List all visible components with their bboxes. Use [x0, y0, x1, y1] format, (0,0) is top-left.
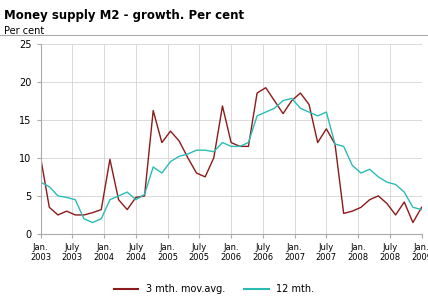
12 mth. [306, 110, 312, 114]
3 mth. mov.avg. [410, 221, 416, 224]
12 mth. [402, 190, 407, 194]
12 mth. [38, 180, 43, 184]
3 mth. mov.avg. [289, 99, 294, 103]
12 mth. [358, 171, 363, 175]
Line: 12 mth.: 12 mth. [41, 98, 422, 223]
12 mth. [125, 190, 130, 194]
3 mth. mov.avg. [202, 175, 208, 178]
3 mth. mov.avg. [246, 145, 251, 148]
3 mth. mov.avg. [116, 198, 121, 202]
12 mth. [315, 114, 320, 118]
3 mth. mov.avg. [64, 209, 69, 213]
12 mth. [384, 180, 389, 184]
12 mth. [151, 165, 156, 169]
3 mth. mov.avg. [229, 141, 234, 144]
12 mth. [90, 221, 95, 224]
3 mth. mov.avg. [55, 213, 60, 217]
12 mth. [211, 150, 217, 154]
12 mth. [419, 208, 424, 211]
3 mth. mov.avg. [402, 200, 407, 204]
3 mth. mov.avg. [185, 156, 190, 160]
3 mth. mov.avg. [159, 141, 164, 144]
12 mth. [376, 175, 381, 178]
12 mth. [393, 183, 398, 186]
3 mth. mov.avg. [73, 213, 78, 217]
12 mth. [263, 110, 268, 114]
12 mth. [133, 198, 138, 202]
12 mth. [177, 154, 182, 158]
12 mth. [298, 106, 303, 110]
3 mth. mov.avg. [358, 206, 363, 209]
3 mth. mov.avg. [298, 91, 303, 95]
3 mth. mov.avg. [142, 194, 147, 198]
3 mth. mov.avg. [151, 109, 156, 112]
12 mth. [367, 167, 372, 171]
12 mth. [81, 217, 86, 220]
12 mth. [246, 141, 251, 144]
3 mth. mov.avg. [125, 208, 130, 211]
3 mth. mov.avg. [194, 171, 199, 175]
3 mth. mov.avg. [367, 198, 372, 202]
3 mth. mov.avg. [280, 112, 285, 116]
3 mth. mov.avg. [419, 206, 424, 209]
12 mth. [289, 97, 294, 100]
3 mth. mov.avg. [38, 156, 43, 160]
12 mth. [194, 148, 199, 152]
3 mth. mov.avg. [263, 86, 268, 89]
3 mth. mov.avg. [220, 104, 225, 108]
3 mth. mov.avg. [133, 196, 138, 199]
12 mth. [142, 193, 147, 196]
3 mth. mov.avg. [384, 202, 389, 205]
12 mth. [116, 194, 121, 198]
3 mth. mov.avg. [341, 212, 346, 215]
3 mth. mov.avg. [168, 129, 173, 133]
12 mth. [229, 145, 234, 148]
12 mth. [255, 114, 260, 118]
Legend: 3 mth. mov.avg., 12 mth.: 3 mth. mov.avg., 12 mth. [110, 280, 318, 298]
3 mth. mov.avg. [177, 139, 182, 143]
12 mth. [64, 196, 69, 199]
3 mth. mov.avg. [81, 213, 86, 217]
12 mth. [350, 164, 355, 167]
3 mth. mov.avg. [324, 127, 329, 130]
12 mth. [202, 148, 208, 152]
12 mth. [159, 171, 164, 175]
3 mth. mov.avg. [393, 213, 398, 217]
12 mth. [99, 217, 104, 220]
12 mth. [220, 141, 225, 144]
12 mth. [324, 110, 329, 114]
12 mth. [237, 145, 242, 148]
3 mth. mov.avg. [211, 156, 217, 160]
12 mth. [55, 194, 60, 198]
3 mth. mov.avg. [107, 158, 113, 161]
3 mth. mov.avg. [255, 91, 260, 95]
Line: 3 mth. mov.avg.: 3 mth. mov.avg. [41, 88, 422, 223]
3 mth. mov.avg. [99, 208, 104, 211]
3 mth. mov.avg. [315, 141, 320, 144]
Text: Money supply M2 - growth. Per cent: Money supply M2 - growth. Per cent [4, 9, 244, 22]
12 mth. [47, 185, 52, 189]
3 mth. mov.avg. [350, 209, 355, 213]
12 mth. [168, 160, 173, 164]
3 mth. mov.avg. [272, 99, 277, 103]
3 mth. mov.avg. [237, 145, 242, 148]
12 mth. [73, 198, 78, 202]
12 mth. [410, 206, 416, 209]
3 mth. mov.avg. [333, 142, 338, 146]
3 mth. mov.avg. [376, 194, 381, 198]
3 mth. mov.avg. [47, 206, 52, 209]
12 mth. [107, 198, 113, 202]
12 mth. [341, 145, 346, 148]
3 mth. mov.avg. [306, 103, 312, 106]
12 mth. [333, 142, 338, 146]
12 mth. [280, 99, 285, 103]
3 mth. mov.avg. [90, 211, 95, 214]
12 mth. [185, 152, 190, 156]
Text: Per cent: Per cent [4, 26, 45, 36]
12 mth. [272, 106, 277, 110]
